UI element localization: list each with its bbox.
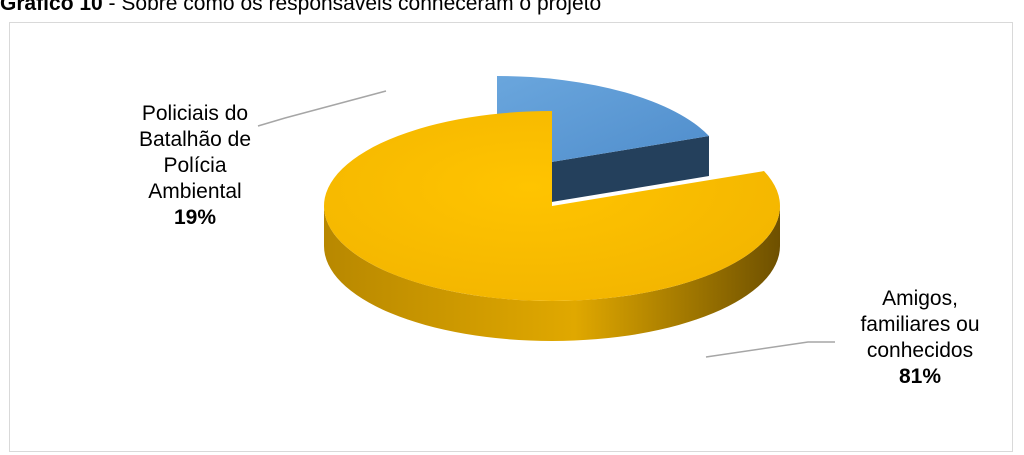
slice-label-policiais: Policiais do Batalhão de Polícia Ambient…: [100, 101, 290, 231]
slice-label-line: Batalhão de: [138, 128, 252, 151]
slice-label-line: Policiais do: [141, 102, 249, 125]
leader-line: [257, 90, 387, 127]
slice-value-label: 19%: [173, 206, 217, 229]
slice-label-line: Polícia: [163, 154, 227, 177]
figure-caption: Gráfico 10 - Sobre como os responsáveis …: [0, 0, 1024, 18]
slice-label-line: Amigos,: [882, 287, 958, 310]
slice-label-amigos: Amigos, familiares ou conhecidos 81%: [820, 286, 1020, 390]
slice-label-line: Ambiental: [148, 180, 242, 203]
caption-separator: -: [102, 0, 122, 15]
pie-slice: [324, 111, 780, 302]
caption-text: Sobre como os responsáveis conheceram o …: [121, 0, 602, 15]
slice-value-label: 81%: [898, 365, 942, 388]
slice-label-line: conhecidos: [866, 339, 974, 362]
slice-label-line: familiares ou: [860, 313, 980, 336]
slice-side-wall: [324, 206, 780, 341]
caption-number: Gráfico 10: [0, 0, 103, 15]
leader-line: [705, 341, 835, 358]
